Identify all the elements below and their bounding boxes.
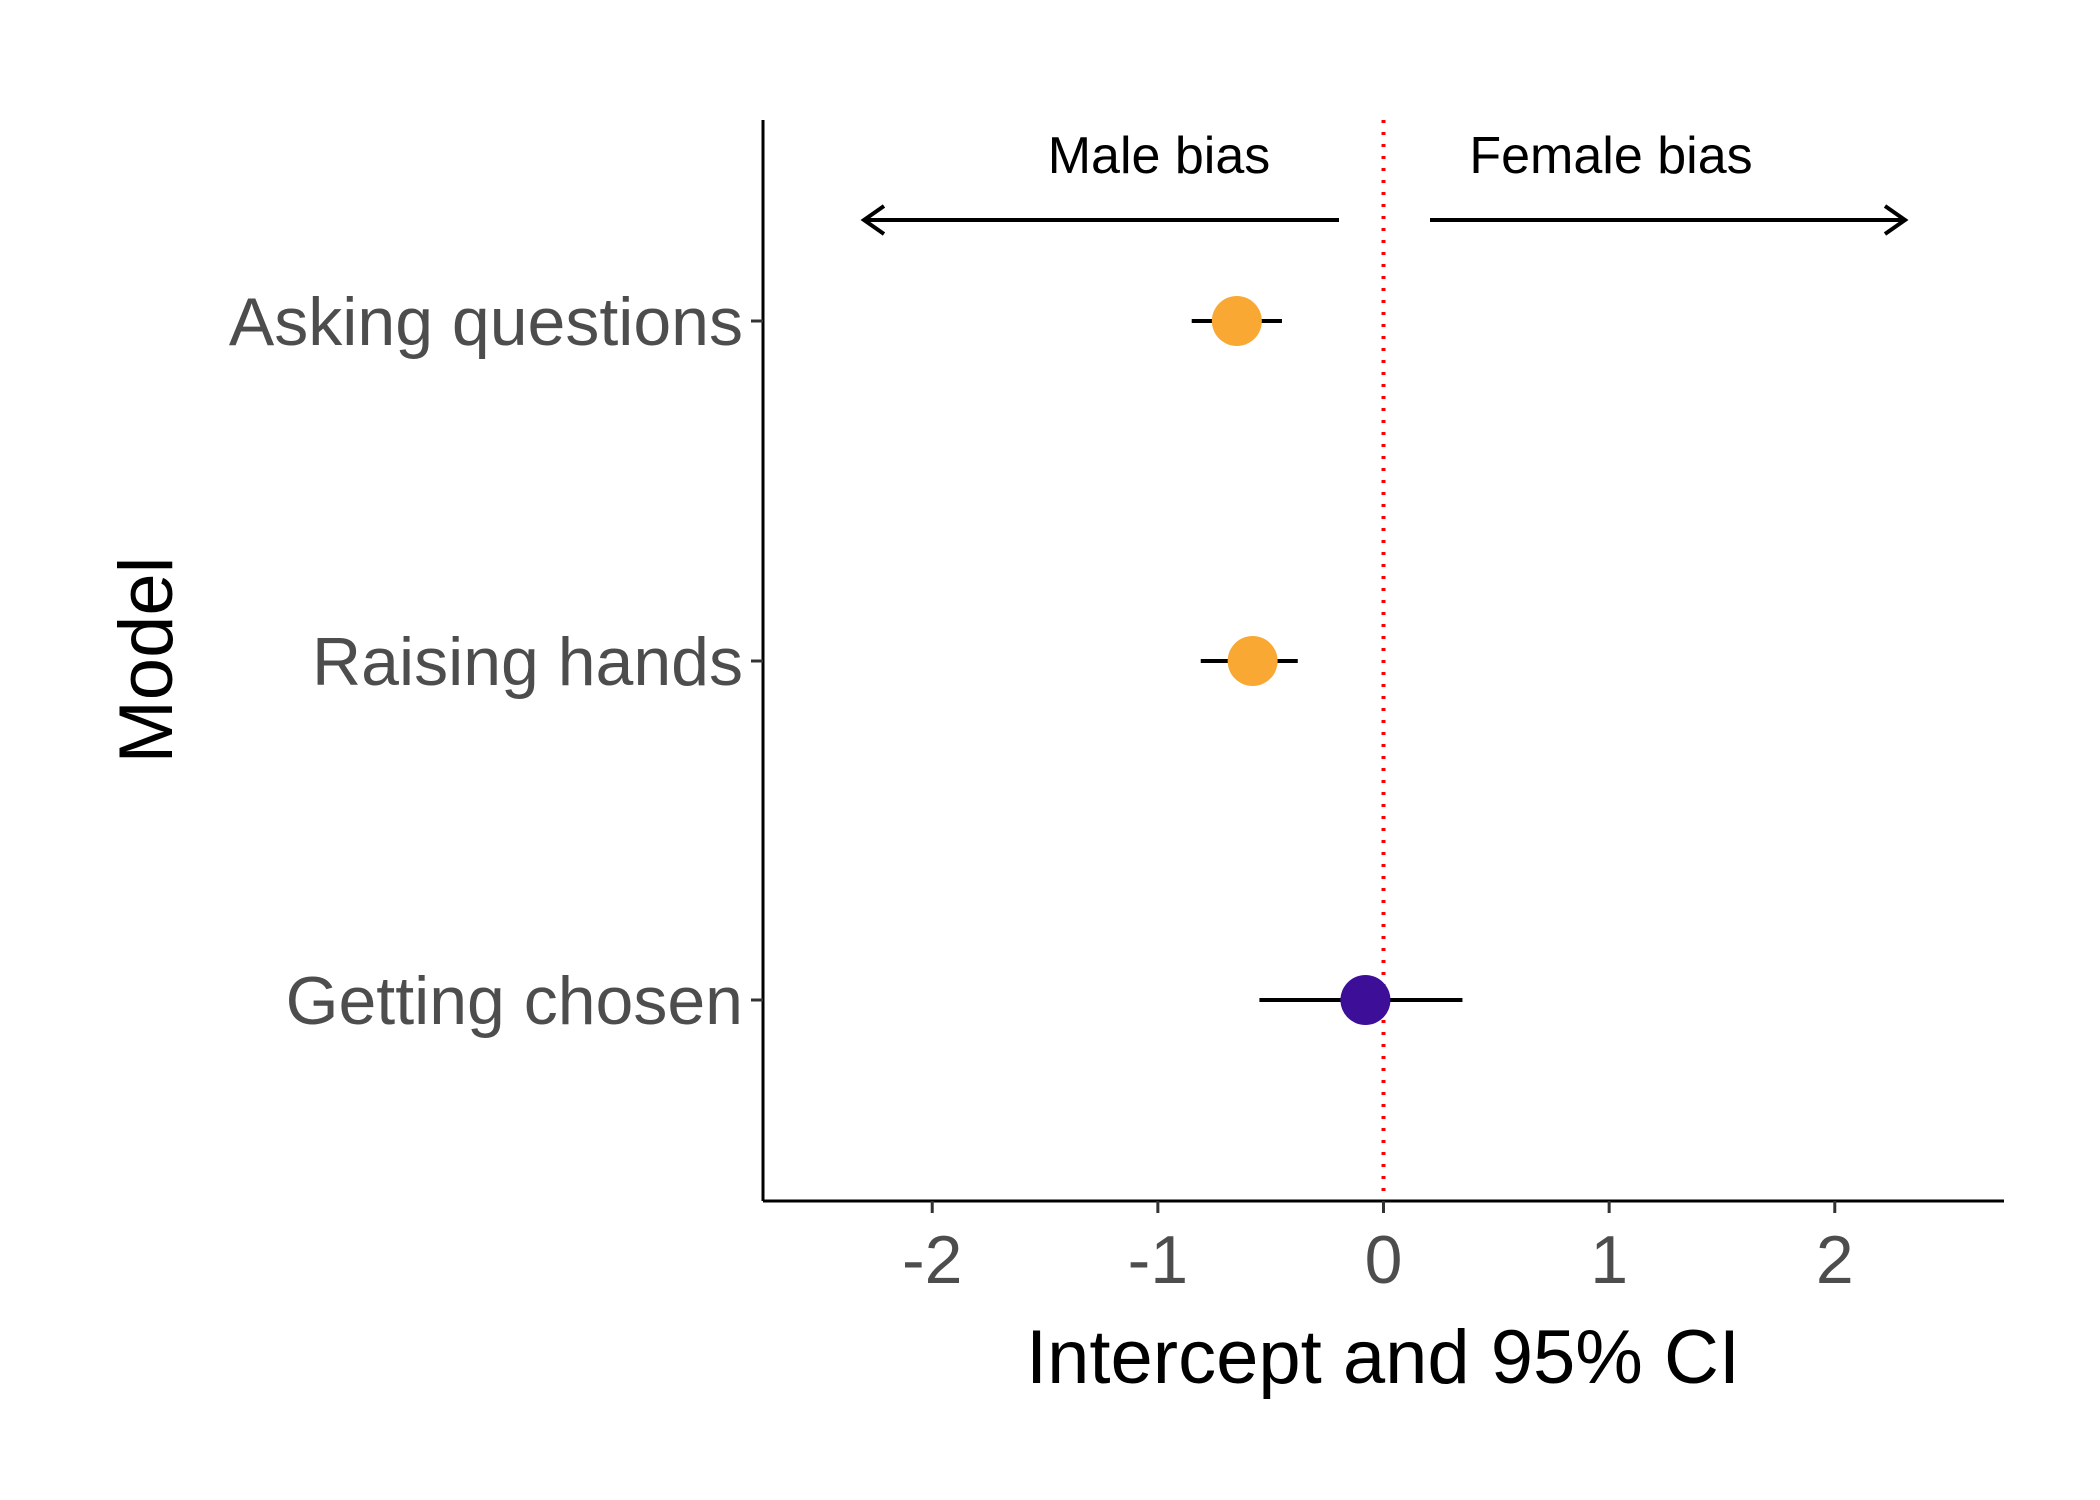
x-tick-label: 0 [1365,1222,1403,1298]
y-tick-label: Getting chosen [286,963,743,1039]
y-axis-title: Model [104,557,189,764]
x-tick-label: -1 [1128,1222,1188,1298]
bias-annotations: Male bias Female bias [860,127,1909,236]
annotation-female-bias: Female bias [1469,127,1752,185]
annotation-male-bias: Male bias [1048,127,1271,185]
model-row: Raising hands [312,624,1298,700]
y-tick-label: Raising hands [312,624,743,700]
y-tick-label: Asking questions [229,284,743,360]
x-axis-ticks: -2 -1 0 1 2 [902,1201,1854,1298]
model-row: Asking questions [229,284,1282,360]
model-rows: Asking questions Raising hands Getting cho… [229,284,1463,1039]
x-tick-label: 2 [1816,1222,1854,1298]
female-bias-arrowhead [1883,204,1909,236]
model-row: Getting chosen [286,963,1463,1039]
male-bias-arrowhead [860,204,886,236]
estimate-point [1340,975,1391,1025]
estimate-point [1227,636,1278,686]
x-tick-label: -2 [902,1222,962,1298]
estimate-point [1211,296,1262,346]
x-axis-title: Intercept and 95% CI [1026,1315,1740,1400]
x-tick-label: 1 [1590,1222,1628,1298]
